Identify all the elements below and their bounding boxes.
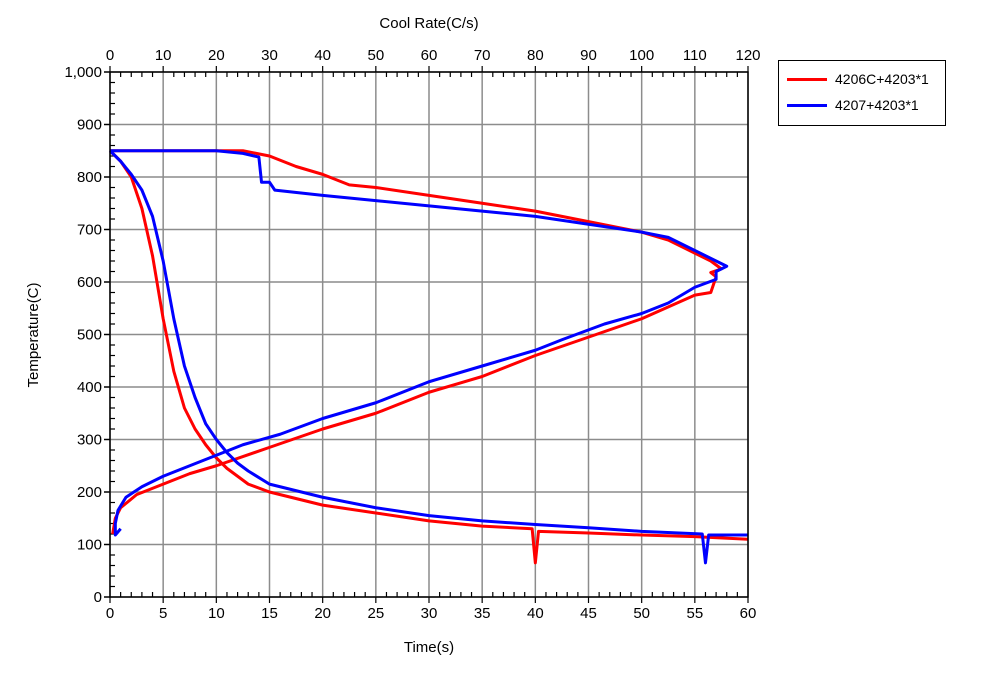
y-tick-label: 900 <box>77 117 102 134</box>
x-tick-label: 20 <box>314 605 331 622</box>
y-axis-label: Temperature(C) <box>25 282 42 387</box>
legend: 4206C+4203*1 4207+4203*1 <box>778 60 946 126</box>
x2-tick-label: 60 <box>421 47 438 64</box>
y-tick-label: 1,000 <box>64 64 102 81</box>
x2-tick-label: 70 <box>474 47 491 64</box>
x-tick-label: 45 <box>580 605 597 622</box>
x-tick-label: 15 <box>261 605 278 622</box>
series-4206c-temp-vs-time <box>108 149 749 565</box>
x2-tick-label: 90 <box>580 47 597 64</box>
y-tick-label: 300 <box>77 432 102 449</box>
y-tick-label: 0 <box>94 589 102 606</box>
x2-axis-label: Cool Rate(C/s) <box>379 15 478 32</box>
x2-tick-label: 50 <box>367 47 384 64</box>
legend-swatch-red <box>787 77 827 81</box>
legend-item-4207: 4207+4203*1 <box>787 97 919 113</box>
y-tick-label: 700 <box>77 222 102 239</box>
y-tick-label: 100 <box>77 537 102 554</box>
series-lines <box>108 149 749 565</box>
x-tick-label: 60 <box>740 605 757 622</box>
plot-frame <box>109 71 749 598</box>
ticks: 0 5 10 15 20 25 30 35 40 45 50 55 600 10 20 30 40 50 60 70 8… <box>64 47 760 622</box>
legend-swatch-blue <box>787 103 827 107</box>
y-tick-label: 800 <box>77 169 102 186</box>
legend-item-4206c: 4206C+4203*1 <box>787 71 929 87</box>
x2-tick-label: 30 <box>261 47 278 64</box>
legend-label: 4206C+4203*1 <box>835 71 929 87</box>
series-4207-temp-vs-cool-rate <box>110 149 729 537</box>
x2-tick-label: 110 <box>683 47 707 64</box>
x-tick-label: 5 <box>159 605 167 622</box>
y-tick-label: 400 <box>77 379 102 396</box>
y-tick-label: 500 <box>77 327 102 344</box>
x2-tick-label: 40 <box>314 47 331 64</box>
x-tick-label: 55 <box>686 605 703 622</box>
x-tick-label: 50 <box>633 605 650 622</box>
y-tick-label: 600 <box>77 274 102 291</box>
x2-tick-label: 120 <box>735 47 760 64</box>
x-axis-label: Time(s) <box>404 639 454 656</box>
x-tick-label: 10 <box>208 605 225 622</box>
y-tick-label: 200 <box>77 484 102 501</box>
x-tick-label: 35 <box>474 605 491 622</box>
x-tick-label: 0 <box>106 605 114 622</box>
x2-tick-label: 20 <box>208 47 225 64</box>
x2-tick-label: 10 <box>155 47 172 64</box>
x2-tick-label: 80 <box>527 47 544 64</box>
x-tick-label: 25 <box>367 605 384 622</box>
series-4206c-temp-vs-cool-rate <box>110 149 723 535</box>
series-4207-temp-vs-time <box>108 149 748 565</box>
x2-tick-label: 100 <box>629 47 654 64</box>
x-tick-label: 30 <box>421 605 438 622</box>
x-tick-label: 40 <box>527 605 544 622</box>
x2-tick-label: 0 <box>106 47 114 64</box>
legend-label: 4207+4203*1 <box>835 97 919 113</box>
